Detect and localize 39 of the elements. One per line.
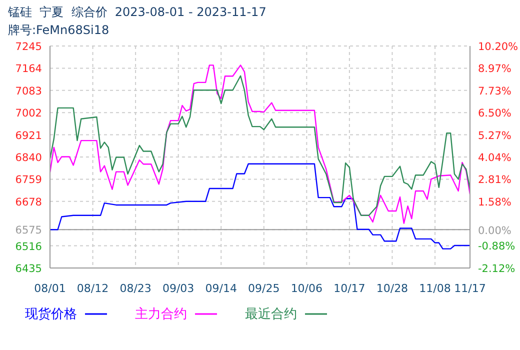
x-tick-label: 10/06 [290,282,323,295]
y-tick-label: 7002 [15,108,42,120]
y2-tick-label: 8.97% [478,63,512,76]
y-tick-label: 6516 [15,240,42,253]
y-tick-label: 6921 [15,130,42,142]
legend-label: 最近合约 [245,306,297,323]
x-tick-label: 08/23 [120,282,152,295]
x-tick-label: 09/25 [248,282,280,295]
y-tick-label: 6435 [15,263,42,275]
y2-tick-label: 5.27% [478,130,512,142]
y-tick-label: 6678 [15,196,42,208]
x-tick-label: 11/17 [454,282,486,295]
y2-tick-label: -0.88% [478,240,516,253]
legend-label: 现货价格 [25,306,77,323]
y-tick-label: 6759 [15,174,42,186]
x-tick-label: 09/14 [205,282,237,295]
y2-tick-label: 0.00% [478,224,512,237]
x-tick-label: 08/12 [76,282,109,295]
y-tick-label: 7164 [15,63,42,76]
y2-tick-label: 10.20% [478,41,518,53]
y2-tick-label: -2.12% [478,263,516,275]
legend-label: 主力合约 [135,306,187,323]
x-tick-label: 11/08 [419,282,451,295]
x-tick-label: 08/01 [34,282,66,295]
y-tick-label: 6840 [15,152,42,164]
chart-title: 锰硅 宁夏 综合价 2023-08-01 - 2023-11-17 [8,4,266,21]
y-tick-label: 6575 [15,224,42,237]
y-tick-label: 7245 [15,41,42,53]
chart-subtitle: 牌号:FeMn68Si18 [8,22,110,39]
y2-tick-label: 2.81% [478,174,512,186]
y2-tick-label: 6.50% [478,108,512,120]
y2-tick-label: 7.73% [478,86,512,98]
x-tick-label: 09/03 [162,282,194,295]
y2-tick-label: 1.58% [478,196,512,208]
line-series [50,163,470,250]
y-tick-label: 7083 [15,85,42,98]
y2-tick-label: 4.04% [478,152,512,164]
x-tick-label: 10/28 [376,282,408,295]
x-tick-label: 10/17 [334,282,366,295]
